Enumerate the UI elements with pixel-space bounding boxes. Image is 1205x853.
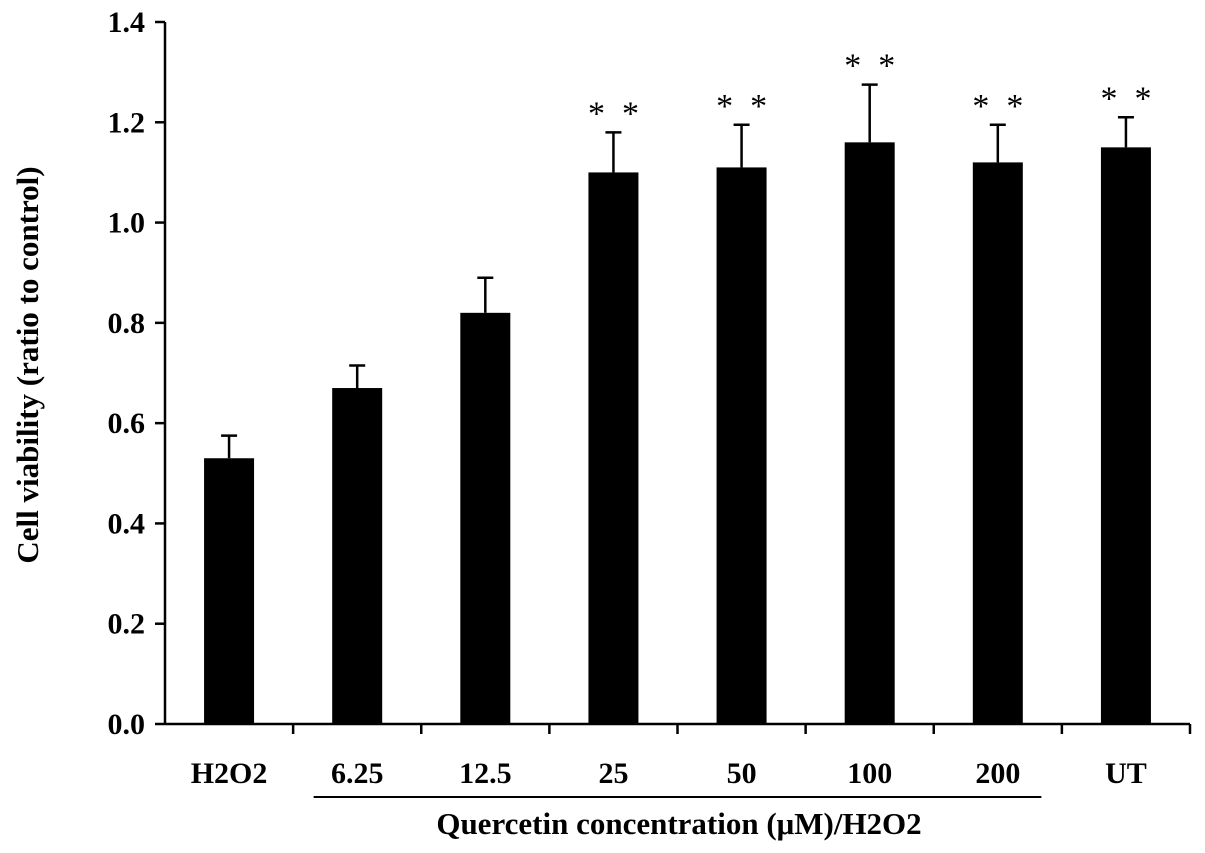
bar <box>204 458 255 724</box>
y-tick-label: 0.6 <box>108 407 146 440</box>
x-tick-label: 100 <box>847 757 892 790</box>
significance-marker: * * <box>1100 80 1151 117</box>
x-tick-label: 50 <box>727 757 757 790</box>
y-tick-label: 0.2 <box>108 608 146 641</box>
bar <box>332 388 383 724</box>
y-axis: 0.0 0.2 0.4 0.6 0.8 1.0 1.2 1.4 <box>108 6 167 741</box>
significance-marker: * * <box>844 48 895 85</box>
bar <box>844 142 895 725</box>
x-axis-title: Quercetin concentration (μM)/H2O2 <box>436 806 921 841</box>
bar <box>972 162 1023 724</box>
x-tick-label: UT <box>1105 757 1147 790</box>
y-tick-label: 0.4 <box>108 507 146 540</box>
bar <box>460 312 511 724</box>
significance-marker: * * <box>972 88 1023 125</box>
bar <box>1100 147 1151 724</box>
bar <box>716 167 767 724</box>
y-tick-label: 1.0 <box>108 207 146 240</box>
x-tick-label: 6.25 <box>331 757 384 790</box>
y-tick-label: 0.0 <box>108 708 146 741</box>
y-tick-label: 1.2 <box>108 106 146 139</box>
bar <box>588 172 639 724</box>
y-axis-title: Cell viability (ratio to control) <box>10 166 45 563</box>
y-tick-label: 0.8 <box>108 307 146 340</box>
bars: * * * * * * * * * * <box>204 48 1151 725</box>
x-axis: H2O2 6.25 12.5 25 50 100 200 UT <box>165 722 1192 790</box>
x-tick-label: 12.5 <box>459 757 512 790</box>
significance-marker: * * <box>588 95 639 132</box>
x-tick-label: H2O2 <box>191 757 268 790</box>
significance-marker: * * <box>716 88 767 125</box>
x-tick-label: 25 <box>598 757 628 790</box>
y-tick-label: 1.4 <box>108 6 146 39</box>
x-tick-label: 200 <box>975 757 1020 790</box>
